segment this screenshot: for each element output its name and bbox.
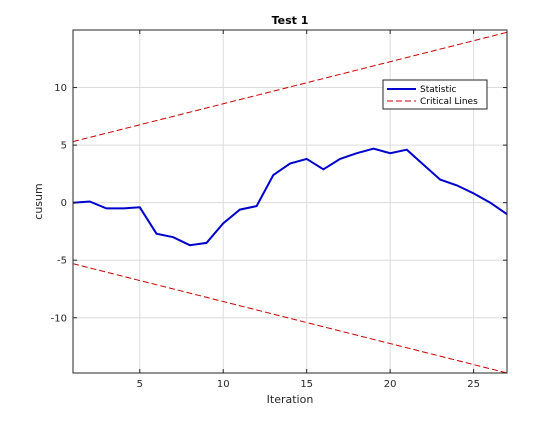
lower-critical-line [72, 263, 508, 374]
x-tick-label: 5 [137, 379, 143, 390]
upper-critical-line [72, 31, 508, 143]
x-tick-label: 10 [217, 379, 230, 390]
series-layer [72, 31, 508, 374]
y-tick-label: 10 [54, 83, 67, 94]
y-axis-label: cusum [32, 183, 45, 219]
plot-frame [72, 29, 508, 374]
y-tick-label: 0 [61, 198, 67, 209]
legend-label: Statistic [420, 85, 457, 95]
y-tick-label: -5 [57, 256, 67, 267]
x-axis-label: Iteration [267, 393, 314, 406]
legend-label: Critical Lines [420, 97, 478, 107]
chart-title: Test 1 [272, 14, 309, 27]
y-tick-label: 5 [61, 141, 67, 152]
statistic-line [72, 147, 508, 247]
x-tick-label: 25 [467, 379, 480, 390]
legend: Statistic Critical Lines [382, 79, 488, 110]
legend-box [382, 79, 488, 110]
x-tick-label: 20 [384, 379, 397, 390]
ticks: 5 10 15 20 25 -10 -5 0 5 10 [51, 30, 507, 390]
x-tick-label: 15 [300, 379, 313, 390]
y-tick-label: -10 [51, 313, 67, 324]
